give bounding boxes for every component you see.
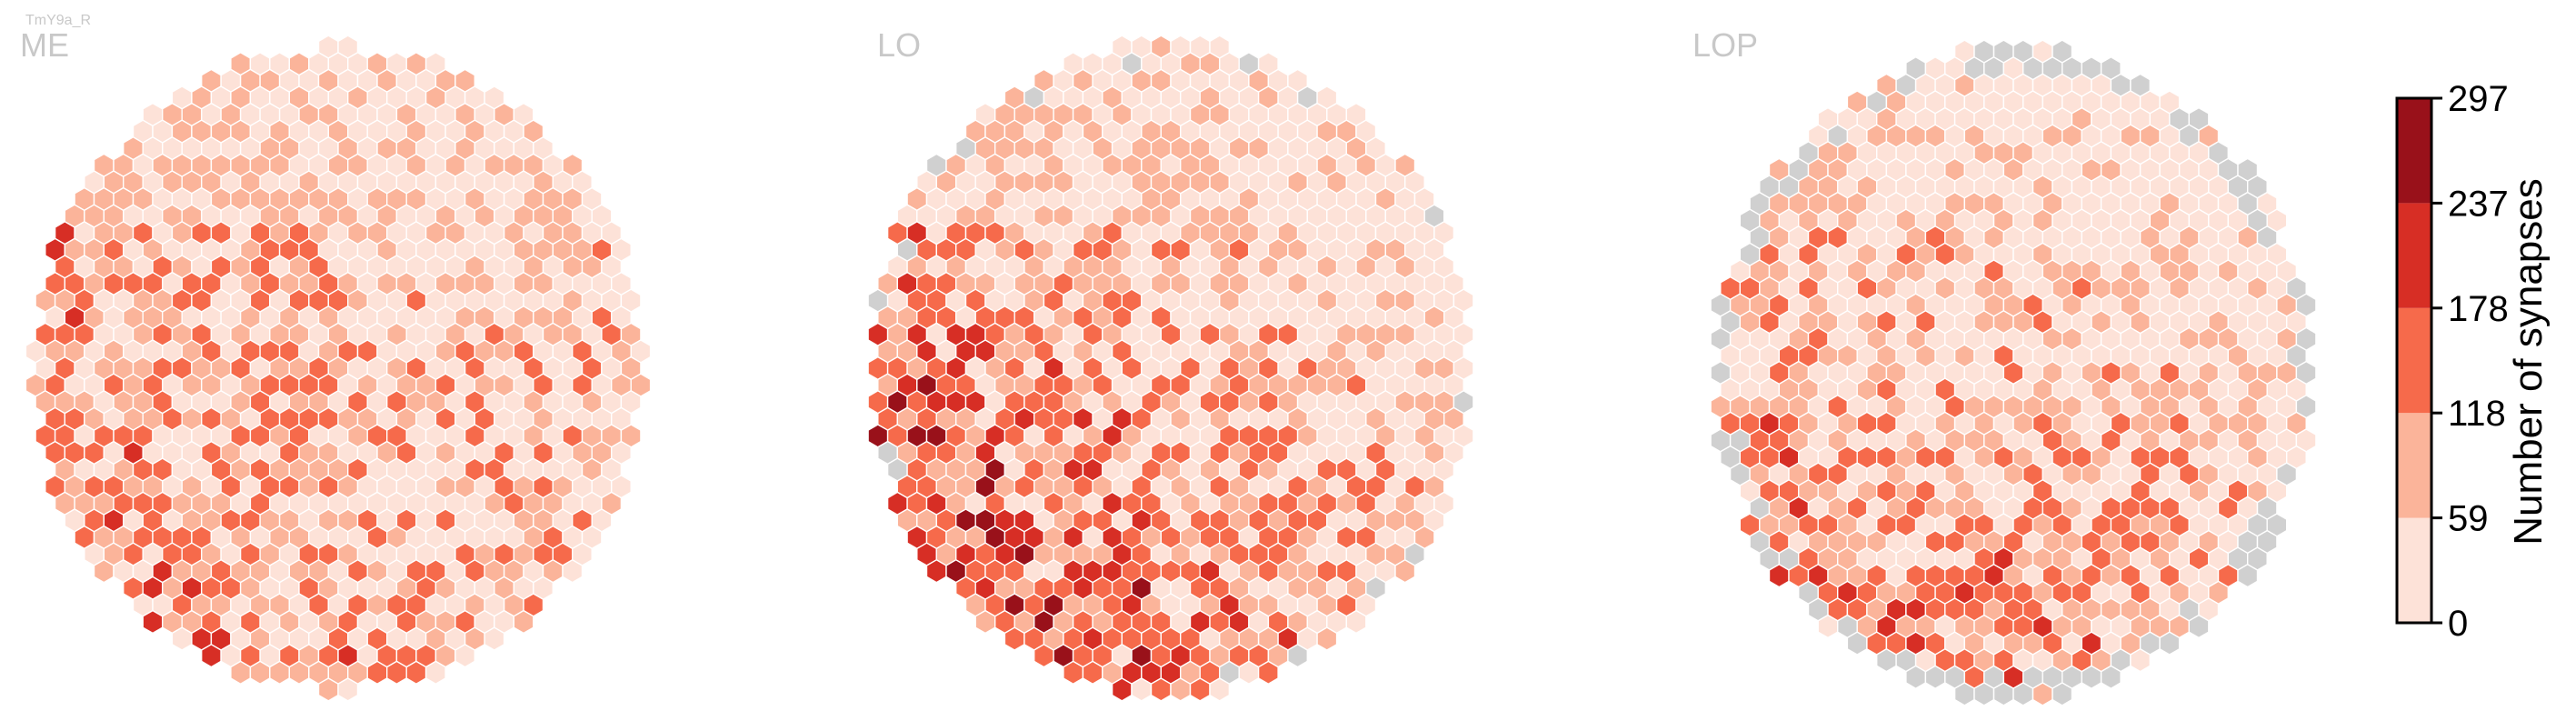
lop-hex-cell [2012,682,2034,706]
me-hex-cell [200,643,222,668]
lo-hex-cell [1316,626,1338,651]
me-hex-cell [513,609,534,635]
colorbar: 0 59 118 178 237 297 Number of synapses [2395,79,2551,644]
me-hex-cell [230,660,252,686]
lo-hex-cell [1209,677,1231,702]
hex-map-lop [1710,39,2317,706]
colorbar-tick-label: 59 [2448,499,2489,539]
lo-hex-cell [1003,626,1025,651]
lo-hex-cell [1033,643,1054,668]
lop-hex-cell [1924,665,1946,690]
lop-hex-cell [1992,682,2014,706]
lop-hex-cell [2081,665,2102,690]
colorbar-segment [2397,413,2431,518]
me-hex-cell [288,660,310,686]
lop-hex-cell [1953,682,1975,706]
lo-hex-cell [1257,660,1279,686]
colorbar-segment [2397,307,2431,414]
panel-label-me: ME [20,26,69,64]
lop-hex-cell [2052,682,2073,706]
lop-hex-cell [2130,647,2152,673]
colorbar-tick-label: 0 [2448,604,2468,644]
colorbar-segment [2397,517,2431,623]
lo-hex-cell [1063,660,1084,686]
lo-hex-cell [974,609,996,635]
lo-hex-cell [1345,609,1367,635]
hex-map-lo [867,35,1474,702]
lo-hex-cell [1111,677,1133,702]
lop-hex-cell [1768,563,1790,588]
lop-hex-cell [1846,631,1868,656]
lo-hex-cell [1170,677,1192,702]
me-hex-cell [142,609,164,635]
lop-hex-cell [2237,563,2259,588]
me-hex-cell [424,660,446,686]
panel-label-lop: LOP [1692,26,1758,64]
lop-hex-cell [1905,665,1927,690]
lop-hex-cell [1875,647,1897,673]
me-hex-cell [317,677,339,702]
colorbar-title: Number of synapses [2506,178,2551,546]
me-hex-cell [405,660,427,686]
lop-hex-cell [1973,682,1995,706]
lo-hex-cell [1394,558,1416,584]
me-hex-cell [93,558,115,584]
cell-type-label: TmY9a_R [25,13,91,28]
me-hex-cell [454,643,475,668]
lo-hex-cell [1287,643,1309,668]
me-hex-cell [366,660,388,686]
lop-hex-cell [2032,682,2053,706]
colorbar-tick-label: 297 [2448,79,2509,119]
hex-map-me [25,35,652,702]
me-hex-cell [484,626,505,651]
colorbar-segment [2397,203,2431,308]
panel-label-lo: LO [877,26,921,64]
lo-hex-cell [1189,677,1211,702]
me-hex-cell [269,660,290,686]
colorbar-tick-label: 118 [2448,394,2506,434]
lo-hex-cell [1082,660,1103,686]
lo-hex-cell [1131,677,1153,702]
colorbar-tick-label: 237 [2448,184,2509,224]
me-hex-cell [337,677,359,702]
me-hex-cell [386,660,407,686]
me-hex-cell [562,558,584,584]
colorbar-tick-label: 178 [2448,289,2509,329]
lo-hex-cell [1238,660,1260,686]
lop-hex-cell [2159,631,2181,656]
lop-hex-cell [1817,614,1839,639]
colorbar-segment [2397,98,2431,204]
me-hex-cell [249,660,271,686]
colorbar-frame [2395,96,2433,625]
lop-hex-cell [2188,614,2210,639]
lo-hex-cell [1150,677,1172,702]
lop-hex-cell [2100,665,2122,690]
lo-hex-cell [925,558,947,584]
me-hex-cell [171,626,193,651]
